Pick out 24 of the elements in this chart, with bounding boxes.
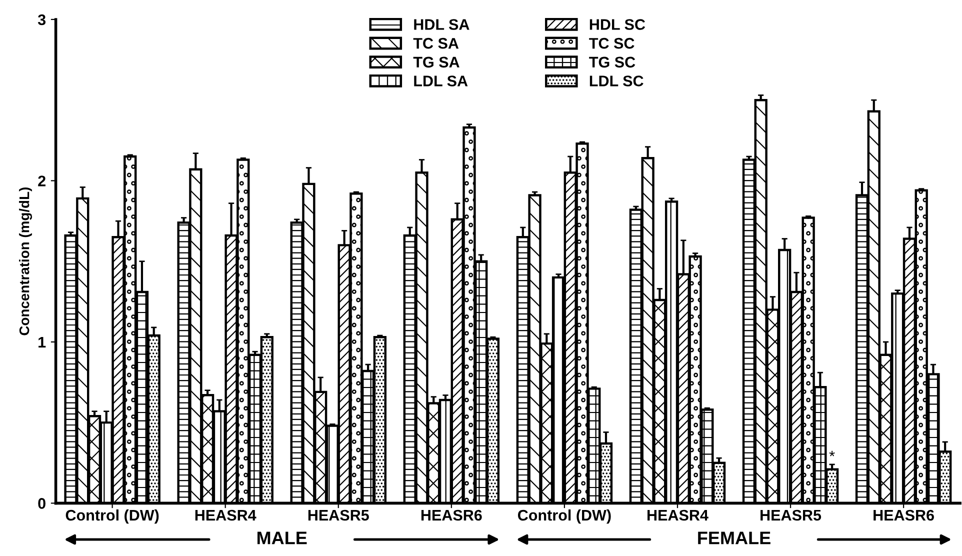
legend-label: TG SC — [589, 56, 636, 68]
x-tick-label: Control (DW) — [66, 509, 159, 524]
x-tick-label: HEASR4 — [195, 510, 256, 521]
text: MALE — [258, 532, 307, 544]
legend-label: HDL SC — [590, 19, 646, 30]
x-tick-label: Control (DW) — [518, 509, 611, 524]
x-tick-label: HEASR6 — [874, 510, 934, 521]
legend-label: TC SC — [589, 38, 634, 49]
y-tick-label: 2 — [38, 176, 46, 186]
text: FEMALE — [698, 532, 770, 544]
y-axis-title: Concentration (mg/dL) — [19, 188, 32, 336]
y-tick-label: 3 — [38, 14, 46, 26]
x-tick-label: HEASR4 — [648, 510, 708, 521]
legend-label: LDL SA — [414, 76, 468, 86]
x-tick-label: HEASR5 — [308, 510, 369, 521]
legend-label: HDL SA — [414, 19, 470, 30]
x-tick-label: HEASR5 — [760, 510, 822, 521]
legend-label: TC SA — [413, 38, 459, 49]
legend-label: LDL SC — [590, 76, 644, 86]
y-tick-label: 1 — [38, 336, 46, 348]
data-label: * — [829, 450, 835, 456]
x-tick-label: HEASR6 — [421, 510, 482, 521]
legend-label: TG SA — [413, 56, 460, 68]
y-tick-label: 0 — [38, 498, 46, 509]
